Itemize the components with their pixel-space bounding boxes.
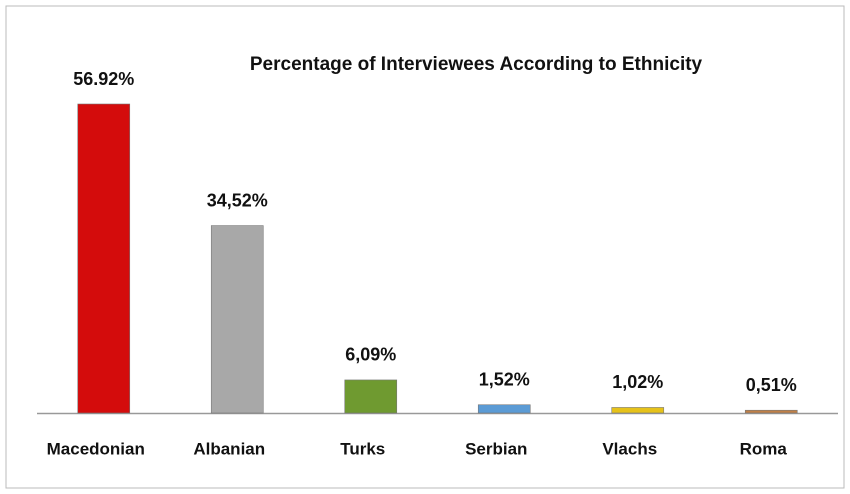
bar: [344, 379, 398, 414]
x-tick-label: Albanian: [193, 439, 265, 458]
frame: [5, 5, 845, 489]
bar: [744, 409, 798, 414]
value-label: 6,09%: [345, 345, 396, 365]
value-label: 1,52%: [479, 369, 530, 389]
value-label: 0,51%: [746, 375, 797, 395]
x-tick-label: Macedonian: [47, 439, 145, 458]
x-tick-label: Turks: [340, 439, 385, 458]
value-label: 1,02%: [612, 372, 663, 392]
value-label: 34,52%: [207, 190, 268, 210]
bar: [611, 407, 665, 414]
bar: [210, 225, 264, 414]
x-tick-label: Serbian: [465, 439, 527, 458]
x-tick-label: Roma: [740, 439, 788, 458]
bar: [477, 404, 531, 414]
chart-title: Percentage of Interviewees According to …: [250, 54, 703, 75]
bar: [77, 103, 131, 414]
x-tick-label: Vlachs: [602, 439, 657, 458]
value-label: 56.92%: [73, 69, 134, 89]
